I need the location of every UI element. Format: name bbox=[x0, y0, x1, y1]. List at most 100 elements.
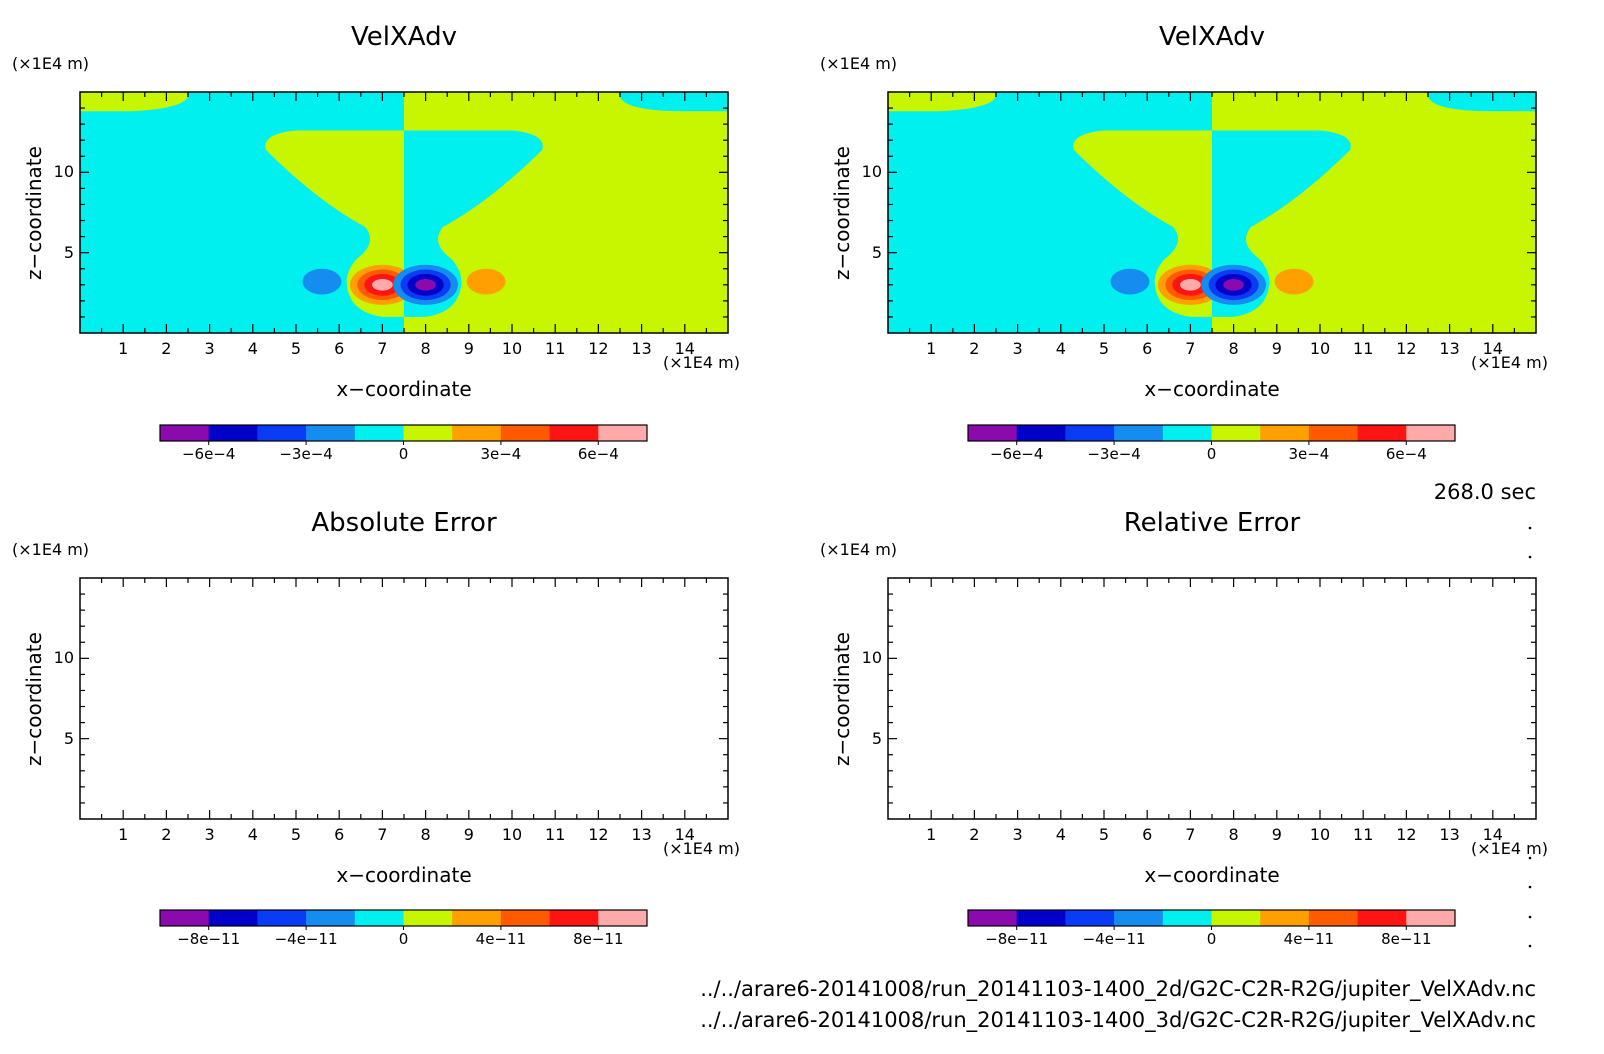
x-tick-label: 11 bbox=[1353, 825, 1374, 844]
x-tick-label: 11 bbox=[545, 339, 566, 358]
x-tick-label: 2 bbox=[969, 339, 980, 358]
colorbar-tick-label: −3e−4 bbox=[1087, 445, 1141, 463]
colorbar-tick-label: 0 bbox=[1206, 930, 1217, 948]
x-axis-label: x−coordinate bbox=[336, 377, 472, 401]
margin-dot bbox=[1528, 856, 1532, 860]
margin-dot bbox=[1528, 555, 1532, 559]
x-axis-label: x−coordinate bbox=[336, 863, 472, 887]
x-tick-label: 4 bbox=[1055, 825, 1066, 844]
x-tick-label: 10 bbox=[501, 339, 523, 358]
x-tick-label: 10 bbox=[501, 825, 523, 844]
field-positive-core-3 bbox=[372, 279, 393, 291]
y-tick-label: 5 bbox=[871, 242, 882, 262]
colorbar-tick-label: −3e−4 bbox=[279, 445, 333, 463]
x-tick-label: 7 bbox=[377, 825, 388, 844]
x-tick-label: 11 bbox=[1353, 339, 1374, 358]
x-tick-label: 6 bbox=[334, 825, 345, 844]
colorbar-swatch bbox=[1357, 910, 1407, 926]
x-tick-label: 2 bbox=[161, 825, 172, 844]
y-tick-label: 5 bbox=[63, 728, 74, 748]
colorbar bbox=[159, 424, 648, 445]
colorbar-swatch bbox=[549, 910, 599, 926]
x-tick-label: 5 bbox=[1098, 339, 1110, 358]
plot-frame bbox=[887, 577, 1537, 820]
x-tick-label: 8 bbox=[1228, 339, 1239, 358]
colorbar-swatch bbox=[1065, 910, 1115, 926]
colorbar-swatch bbox=[1016, 910, 1066, 926]
colorbar-swatch bbox=[208, 425, 258, 441]
x-tick-label: 9 bbox=[463, 339, 474, 358]
x-tick-label: 2 bbox=[969, 825, 980, 844]
x-axis-unit: (×1E4 m) bbox=[662, 839, 740, 858]
x-tick-label: 2 bbox=[161, 339, 172, 358]
colorbar bbox=[967, 909, 1456, 930]
y-tick-label: 10 bbox=[861, 162, 882, 182]
x-tick-label: 13 bbox=[631, 339, 652, 358]
x-tick-label: 10 bbox=[1309, 825, 1331, 844]
colorbar-swatch bbox=[1308, 910, 1359, 926]
colorbar-tick-label: −4e−11 bbox=[274, 930, 338, 948]
x-tick-label: 6 bbox=[1142, 825, 1153, 844]
x-tick-label: 4 bbox=[247, 339, 258, 358]
margin-dot bbox=[1528, 526, 1532, 530]
field-blob-right bbox=[466, 268, 506, 295]
colorbar-swatch bbox=[1260, 910, 1310, 926]
colorbar-tick-label: 3e−4 bbox=[1288, 445, 1330, 463]
colorbar-swatch bbox=[500, 910, 551, 926]
x-tick-label: 12 bbox=[588, 825, 609, 844]
x-tick-label: 1 bbox=[926, 339, 937, 358]
panel-4 bbox=[887, 577, 1537, 930]
x-tick-label: 11 bbox=[545, 825, 566, 844]
x-tick-label: 7 bbox=[377, 339, 388, 358]
x-tick-label: 14 bbox=[674, 339, 695, 358]
x-axis-unit: (×1E4 m) bbox=[1470, 839, 1548, 858]
y-tick-label: 5 bbox=[871, 728, 882, 748]
x-tick-label: 10 bbox=[1309, 339, 1331, 358]
y-tick-label: 5 bbox=[63, 242, 74, 262]
colorbar-tick-label: 8e−11 bbox=[1381, 930, 1432, 948]
panel-title: Relative Error bbox=[1123, 508, 1301, 538]
colorbar-tick-label: 4e−11 bbox=[1283, 930, 1335, 948]
x-tick-label: 8 bbox=[1228, 825, 1239, 844]
y-axis-label: z−coordinate bbox=[830, 145, 854, 280]
y-tick-label: 10 bbox=[53, 648, 74, 668]
colorbar-swatch bbox=[968, 425, 1018, 441]
margin-dot bbox=[1528, 944, 1532, 948]
x-tick-label: 8 bbox=[420, 825, 431, 844]
y-axis-unit: (×1E4 m) bbox=[820, 54, 898, 73]
x-tick-label: 9 bbox=[1271, 339, 1282, 358]
colorbar-tick-label: 0 bbox=[1206, 445, 1217, 463]
y-axis-label: z−coordinate bbox=[22, 631, 46, 766]
colorbar bbox=[967, 424, 1456, 445]
colorbar-swatch bbox=[1162, 910, 1212, 926]
colorbar-tick-label: −8e−11 bbox=[177, 930, 241, 948]
colorbar-swatch bbox=[1260, 425, 1310, 441]
colorbar-tick-label: −6e−4 bbox=[989, 445, 1044, 463]
x-tick-label: 12 bbox=[1396, 339, 1417, 358]
x-tick-label: 12 bbox=[588, 339, 609, 358]
colorbar-tick-label: −8e−11 bbox=[985, 930, 1049, 948]
colorbar-swatch bbox=[403, 910, 453, 926]
x-axis-unit: (×1E4 m) bbox=[662, 353, 740, 372]
colorbar-swatch bbox=[257, 425, 307, 441]
x-tick-label: 12 bbox=[1396, 825, 1417, 844]
field-top-left-patch bbox=[888, 92, 997, 112]
colorbar-swatch bbox=[208, 910, 258, 926]
colorbar-tick-label: 0 bbox=[398, 445, 409, 463]
colorbar-tick-label: 6e−4 bbox=[1385, 445, 1427, 463]
x-tick-label: 13 bbox=[631, 825, 652, 844]
time-label: 268.0 sec bbox=[1433, 480, 1536, 504]
plot-frame bbox=[79, 577, 729, 820]
x-axis-unit: (×1E4 m) bbox=[1470, 353, 1548, 372]
colorbar-swatch bbox=[354, 910, 404, 926]
contour-field bbox=[888, 92, 1536, 333]
colorbar-swatch bbox=[354, 425, 404, 441]
colorbar-swatch bbox=[160, 425, 210, 441]
x-tick-label: 13 bbox=[1439, 825, 1460, 844]
field-negative-core-3 bbox=[415, 279, 436, 291]
colorbar-swatch bbox=[968, 910, 1018, 926]
y-tick-label: 10 bbox=[53, 162, 74, 182]
x-axis-label: x−coordinate bbox=[1144, 377, 1280, 401]
x-tick-label: 3 bbox=[204, 339, 215, 358]
colorbar-swatch bbox=[1065, 425, 1115, 441]
